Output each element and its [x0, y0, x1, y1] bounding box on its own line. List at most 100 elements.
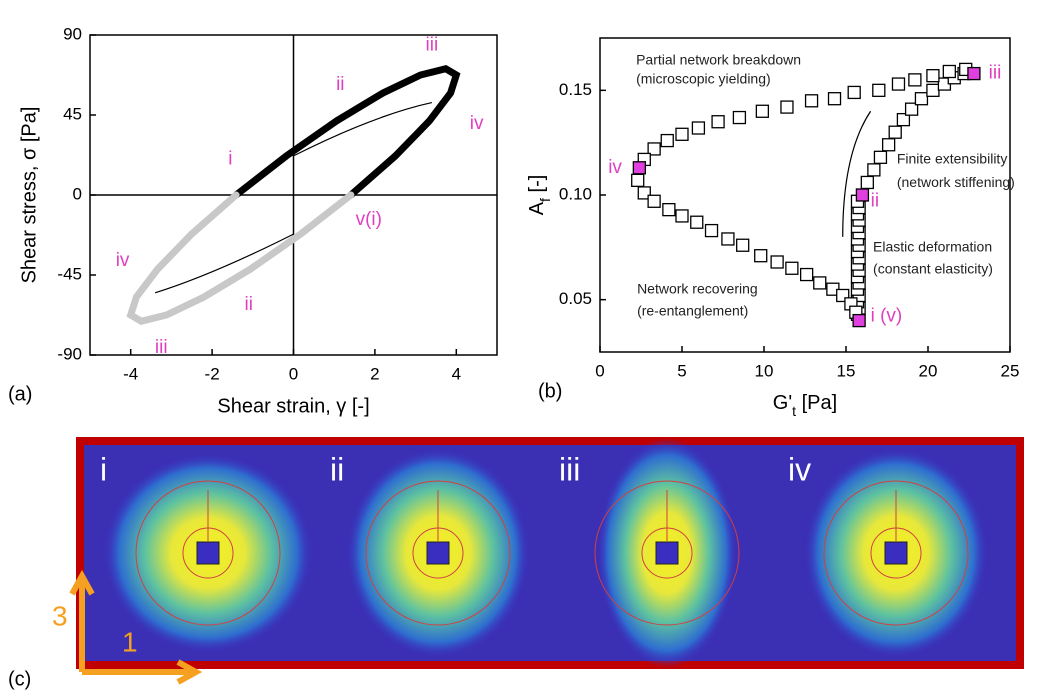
annotation: Partial network breakdown: [636, 52, 801, 68]
y-tick-label: -45: [57, 264, 82, 283]
axis-label: Shear stress, σ [Pa]: [18, 107, 40, 284]
marker: [888, 125, 902, 139]
marker: [704, 223, 719, 238]
marker: [721, 232, 735, 246]
beamstop: [196, 541, 220, 565]
marker: [780, 100, 794, 114]
y-tick-label: 0: [73, 184, 82, 203]
direction-arrow: [154, 233, 294, 294]
x-tick-label: 20: [919, 361, 938, 380]
axis-label: G't [Pa]: [773, 392, 837, 418]
axis-arrow-label: 1: [122, 626, 138, 657]
marker: [827, 92, 842, 106]
axis-label: Af [-]: [526, 175, 552, 216]
marker: [813, 276, 827, 290]
marker: [770, 255, 784, 269]
beamstop: [884, 541, 908, 565]
marker: [631, 173, 645, 187]
marker: [647, 194, 661, 208]
marker: [755, 104, 770, 118]
axis-arrow-label: 3: [52, 600, 68, 631]
x-tick-label: -2: [205, 364, 220, 383]
loop-branch: [126, 191, 355, 325]
marker: [799, 267, 814, 282]
point-label: i: [228, 148, 232, 169]
point-label: ii: [871, 190, 879, 211]
direction-arrow: [842, 110, 872, 237]
marker: [847, 85, 861, 100]
marker: [926, 69, 940, 83]
marker: [855, 188, 870, 202]
marker: [637, 186, 651, 200]
x-tick-label: 0: [595, 361, 604, 380]
image-label: i: [100, 451, 107, 487]
loop-branch: [232, 65, 461, 199]
y-tick-label: -90: [57, 344, 82, 363]
marker: [732, 110, 747, 125]
marker: [785, 261, 799, 275]
beamstop: [655, 541, 679, 565]
axis-arrow: [69, 569, 203, 685]
marker: [736, 238, 750, 252]
panel-label: (b): [538, 380, 562, 402]
axis-label-part: A: [526, 201, 548, 215]
y-tick-label: 0.15: [559, 80, 592, 99]
axis-label-part: f: [537, 198, 553, 202]
y-tick-label: 45: [63, 104, 82, 123]
annotation: (constant elasticity): [873, 260, 993, 276]
marker: [711, 115, 725, 129]
x-tick-label: 0: [289, 364, 298, 383]
y-tick-label: 90: [63, 24, 82, 43]
marker: [908, 73, 922, 87]
marker: [914, 92, 929, 106]
point-label: iv: [116, 250, 130, 271]
point-label: ii: [336, 74, 344, 95]
marker: [754, 249, 768, 263]
marker: [896, 112, 911, 127]
guide-circle: [594, 480, 740, 626]
x-tick-label: 10: [755, 361, 774, 380]
image-label: ii: [330, 451, 344, 487]
marker: [891, 77, 906, 91]
guide-circle: [135, 480, 281, 626]
marker: [967, 66, 981, 81]
marker: [860, 175, 874, 190]
marker: [691, 121, 706, 135]
panel-label: (c): [8, 668, 31, 690]
guide-circle: [823, 480, 969, 626]
marker: [872, 83, 886, 97]
axis-label: Shear strain, γ [-]: [217, 395, 369, 417]
y-tick-label: 0.05: [559, 289, 592, 308]
point-label: iv: [608, 157, 622, 178]
marker: [804, 94, 819, 108]
marker: [867, 163, 881, 177]
marker: [852, 313, 866, 328]
panel-label: (a): [8, 383, 32, 405]
axis-label-part: t: [792, 403, 796, 419]
marker: [675, 209, 689, 223]
point-label: iv: [470, 113, 484, 134]
marker: [904, 102, 919, 116]
marker: [690, 215, 704, 229]
marker: [926, 83, 940, 97]
image-label: iii: [559, 451, 580, 487]
annotation: (re-entanglement): [637, 302, 748, 318]
direction-arrow: [293, 101, 433, 157]
image-label: iv: [788, 451, 811, 487]
x-tick-label: 2: [370, 364, 379, 383]
marker: [675, 127, 689, 141]
x-tick-label: 5: [677, 361, 686, 380]
point-label: iii: [155, 337, 168, 358]
point-label: ii: [245, 294, 253, 315]
axis-label-part: [Pa]: [796, 392, 837, 414]
marker: [873, 150, 888, 164]
chart: -4 -2 0 2 4 -90 -45 0 45 90 Shear strain, γ [-] She…: [8, 24, 498, 417]
x-tick-label: 25: [1001, 361, 1020, 380]
marker: [942, 64, 956, 79]
charts: -4 -2 0 2 4 -90 -45 0 45 90 Shear strain, γ [-] She…: [8, 24, 1019, 418]
marker: [647, 142, 661, 156]
x-tick-label: 15: [837, 361, 856, 380]
point-label: v(i): [356, 209, 382, 230]
